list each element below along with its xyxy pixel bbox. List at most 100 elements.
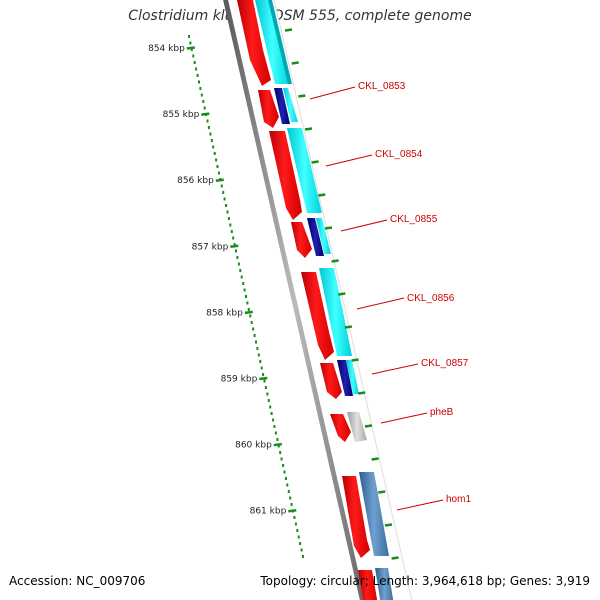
scale-dot xyxy=(226,210,229,214)
scale-dot xyxy=(270,412,273,415)
scale-dot xyxy=(215,158,218,162)
feature-block-ckl-0856[interactable] xyxy=(301,268,352,360)
cds-arrow[interactable] xyxy=(301,272,334,360)
scale-dot xyxy=(216,165,219,168)
scale-dot xyxy=(255,340,257,344)
feature-side-mark xyxy=(391,556,399,560)
scale-dot xyxy=(193,61,196,64)
feature-side-marks xyxy=(284,28,399,560)
scale-dot xyxy=(284,477,287,480)
cyan-feature[interactable] xyxy=(319,268,352,356)
navy-feature[interactable] xyxy=(307,218,324,256)
scale-dot xyxy=(247,308,250,311)
scale-dot xyxy=(282,464,285,467)
scale-dot xyxy=(217,171,220,175)
gene-label-ckl-0855[interactable]: CKL_0855 xyxy=(390,214,438,225)
feature-block-ckl-0853[interactable] xyxy=(237,0,292,86)
scale-dot xyxy=(190,48,193,51)
feature-side-mark xyxy=(331,259,339,263)
scale-dot xyxy=(242,282,245,285)
cyan-feature[interactable] xyxy=(316,218,331,254)
cds-arrow[interactable] xyxy=(237,0,271,86)
scale-tick-label: 854 kbp xyxy=(148,44,185,54)
navy-feature[interactable] xyxy=(274,88,290,124)
gene-leaders xyxy=(309,86,444,511)
feature-side-mark xyxy=(358,391,366,395)
scale-dot xyxy=(225,204,228,207)
scale-dot xyxy=(276,438,279,441)
scale-dot xyxy=(287,490,290,493)
gene-features xyxy=(237,0,394,600)
cds-arrow[interactable] xyxy=(258,90,279,128)
feature-side-mark xyxy=(378,490,386,494)
scale-dot xyxy=(212,145,215,149)
scale-dot xyxy=(233,243,236,246)
feature-side-mark xyxy=(371,457,379,461)
cds-arrow[interactable] xyxy=(320,363,342,399)
steel-feature[interactable] xyxy=(359,472,389,556)
scale-dot xyxy=(207,126,210,129)
scale-tick-label: 856 kbp xyxy=(177,176,214,186)
cds-arrow[interactable] xyxy=(269,131,302,220)
gene-label-pheb[interactable]: pheB xyxy=(430,407,454,418)
cds-arrow[interactable] xyxy=(342,476,370,558)
grey-feature[interactable] xyxy=(347,412,367,442)
feature-block-hom1[interactable] xyxy=(342,472,389,558)
scale-tick-label: 860 kbp xyxy=(235,441,272,451)
scale-tick xyxy=(259,376,268,381)
gene-label-hom1[interactable]: hom1 xyxy=(446,494,471,505)
scale-dot xyxy=(232,236,235,240)
scale-dot xyxy=(283,470,286,474)
scale-dot xyxy=(229,223,232,227)
scale-dot xyxy=(250,321,253,324)
scale-tick-label: 859 kbp xyxy=(221,375,258,385)
cyan-feature[interactable] xyxy=(287,128,322,213)
feature-block-ckl-0854[interactable] xyxy=(258,88,298,128)
gene-label-ckl-0857[interactable]: CKL_0857 xyxy=(421,358,469,369)
scale-dot xyxy=(256,347,259,350)
scale-tick-label: 857 kbp xyxy=(192,242,229,252)
navy-feature[interactable] xyxy=(337,360,353,396)
cyan-feature[interactable] xyxy=(283,88,298,122)
scale-dot xyxy=(277,444,280,448)
cyan-feature[interactable] xyxy=(346,360,359,394)
scale-dot xyxy=(227,217,230,220)
feature-side-mark xyxy=(384,523,393,527)
gene-label-ckl-0856[interactable]: CKL_0856 xyxy=(407,293,455,304)
feature-block-ckl-0857[interactable] xyxy=(320,360,359,399)
feature-block-bottom[interactable] xyxy=(358,568,394,600)
scale-dot xyxy=(237,262,240,266)
scale-dot xyxy=(280,457,283,461)
scale-tick-label: 855 kbp xyxy=(163,110,200,120)
scale-tick xyxy=(201,112,210,116)
scale-dot xyxy=(239,269,242,272)
feature-side-mark xyxy=(364,424,373,428)
scale-dot xyxy=(269,405,272,409)
map-title: Clostridium kluyveri DSM 555, complete g… xyxy=(128,8,472,24)
scale-tick xyxy=(215,178,224,182)
scale-tick xyxy=(244,310,253,315)
scale-dot xyxy=(300,548,303,552)
cds-arrow[interactable] xyxy=(358,570,378,600)
cyan-feature[interactable] xyxy=(255,0,290,84)
cds-arrow[interactable] xyxy=(291,222,312,258)
feature-block-ckl-0855[interactable] xyxy=(269,128,331,258)
steel-feature[interactable] xyxy=(375,568,394,600)
scale-tick xyxy=(230,244,239,249)
feature-block-pheb[interactable] xyxy=(330,412,367,442)
cds-arrow[interactable] xyxy=(330,414,351,442)
scale-dot xyxy=(230,230,233,233)
gene-labels: CKL_0853 CKL_0854 CKL_0855 CKL_0856 CKL_… xyxy=(358,81,471,505)
feature-side-mark xyxy=(338,292,346,296)
scale-dot xyxy=(286,483,289,487)
gene-label-ckl-0854[interactable]: CKL_0854 xyxy=(375,149,423,160)
feature-side-mark xyxy=(304,127,313,131)
gene-label-ckl-0853[interactable]: CKL_0853 xyxy=(358,81,406,92)
scale-dot xyxy=(302,555,304,558)
scale-dot xyxy=(290,503,293,506)
scale-dot xyxy=(203,106,206,110)
scale-dot xyxy=(296,529,299,532)
scale-dot xyxy=(259,360,262,363)
